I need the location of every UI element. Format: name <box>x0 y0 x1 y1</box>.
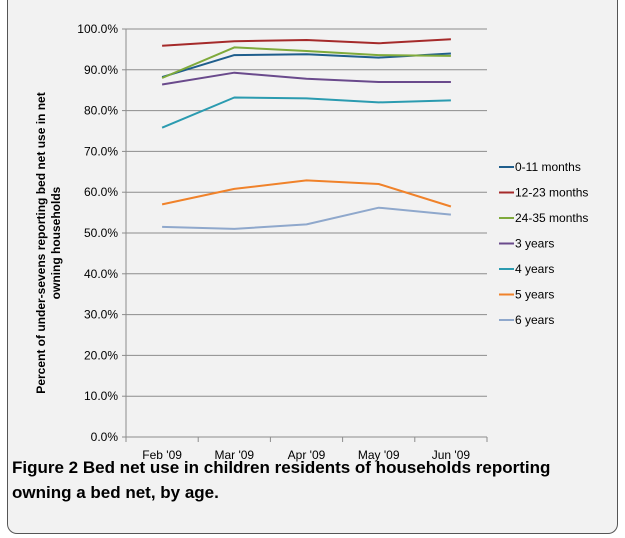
x-tick-label: Mar '09 <box>214 448 254 462</box>
y-axis-title-line: owning households <box>49 186 63 299</box>
y-tick-label: 70.0% <box>84 144 118 158</box>
caption-text: Bed net use in children residents of hou… <box>12 458 551 502</box>
legend-label: 3 years <box>515 237 554 251</box>
y-tick-label: 50.0% <box>84 226 118 240</box>
x-tick-label: Apr '09 <box>288 448 326 462</box>
series-line <box>162 38 451 47</box>
y-tick-label: 0.0% <box>91 430 119 444</box>
y-axis-title: Percent of under-sevens reporting bed ne… <box>34 92 63 393</box>
y-tick-label: 20.0% <box>84 348 118 362</box>
x-tick-label: Jun '09 <box>432 448 471 462</box>
gridlines <box>126 28 487 397</box>
series-line <box>161 52 451 79</box>
series-lines <box>161 38 452 230</box>
series-line <box>161 71 451 86</box>
x-tick-label: May '09 <box>358 448 400 462</box>
series-line <box>161 96 451 129</box>
figure-caption: Figure 2 Bed net use in children residen… <box>12 455 602 505</box>
figure-panel <box>7 0 618 534</box>
y-tick-label: 90.0% <box>84 63 118 77</box>
legend-label: 6 years <box>515 313 554 327</box>
legend-label: 0-11 months <box>515 160 581 174</box>
y-axis-label: Percent of under-sevens reporting bed ne… <box>34 92 63 393</box>
series-line <box>161 46 451 79</box>
y-tick-label: 100.0% <box>77 22 118 36</box>
series-line <box>162 206 451 230</box>
series-line <box>161 179 452 208</box>
legend-label: 4 years <box>515 262 554 276</box>
axes: 0.0% 10.0% 20.0% 30.0% 40.0% 50.0% 60.0% 70.0% 8… <box>77 22 488 462</box>
legend-label: 12-23 months <box>515 186 588 200</box>
legend-label: 24-35 months <box>515 211 588 225</box>
legend: 0-11 months 12-23 months 24-35 months 3 yea… <box>499 160 588 327</box>
y-tick-label: 60.0% <box>84 185 118 199</box>
caption-label: Figure 2 <box>12 458 79 477</box>
x-tick-label: Feb '09 <box>142 448 182 462</box>
y-tick-label: 10.0% <box>84 389 118 403</box>
y-tick-label: 40.0% <box>84 267 118 281</box>
y-tick-label: 80.0% <box>84 104 118 118</box>
y-axis-title-line: Percent of under-sevens reporting bed ne… <box>34 92 48 393</box>
y-tick-label: 30.0% <box>84 308 118 322</box>
legend-label: 5 years <box>515 288 554 302</box>
